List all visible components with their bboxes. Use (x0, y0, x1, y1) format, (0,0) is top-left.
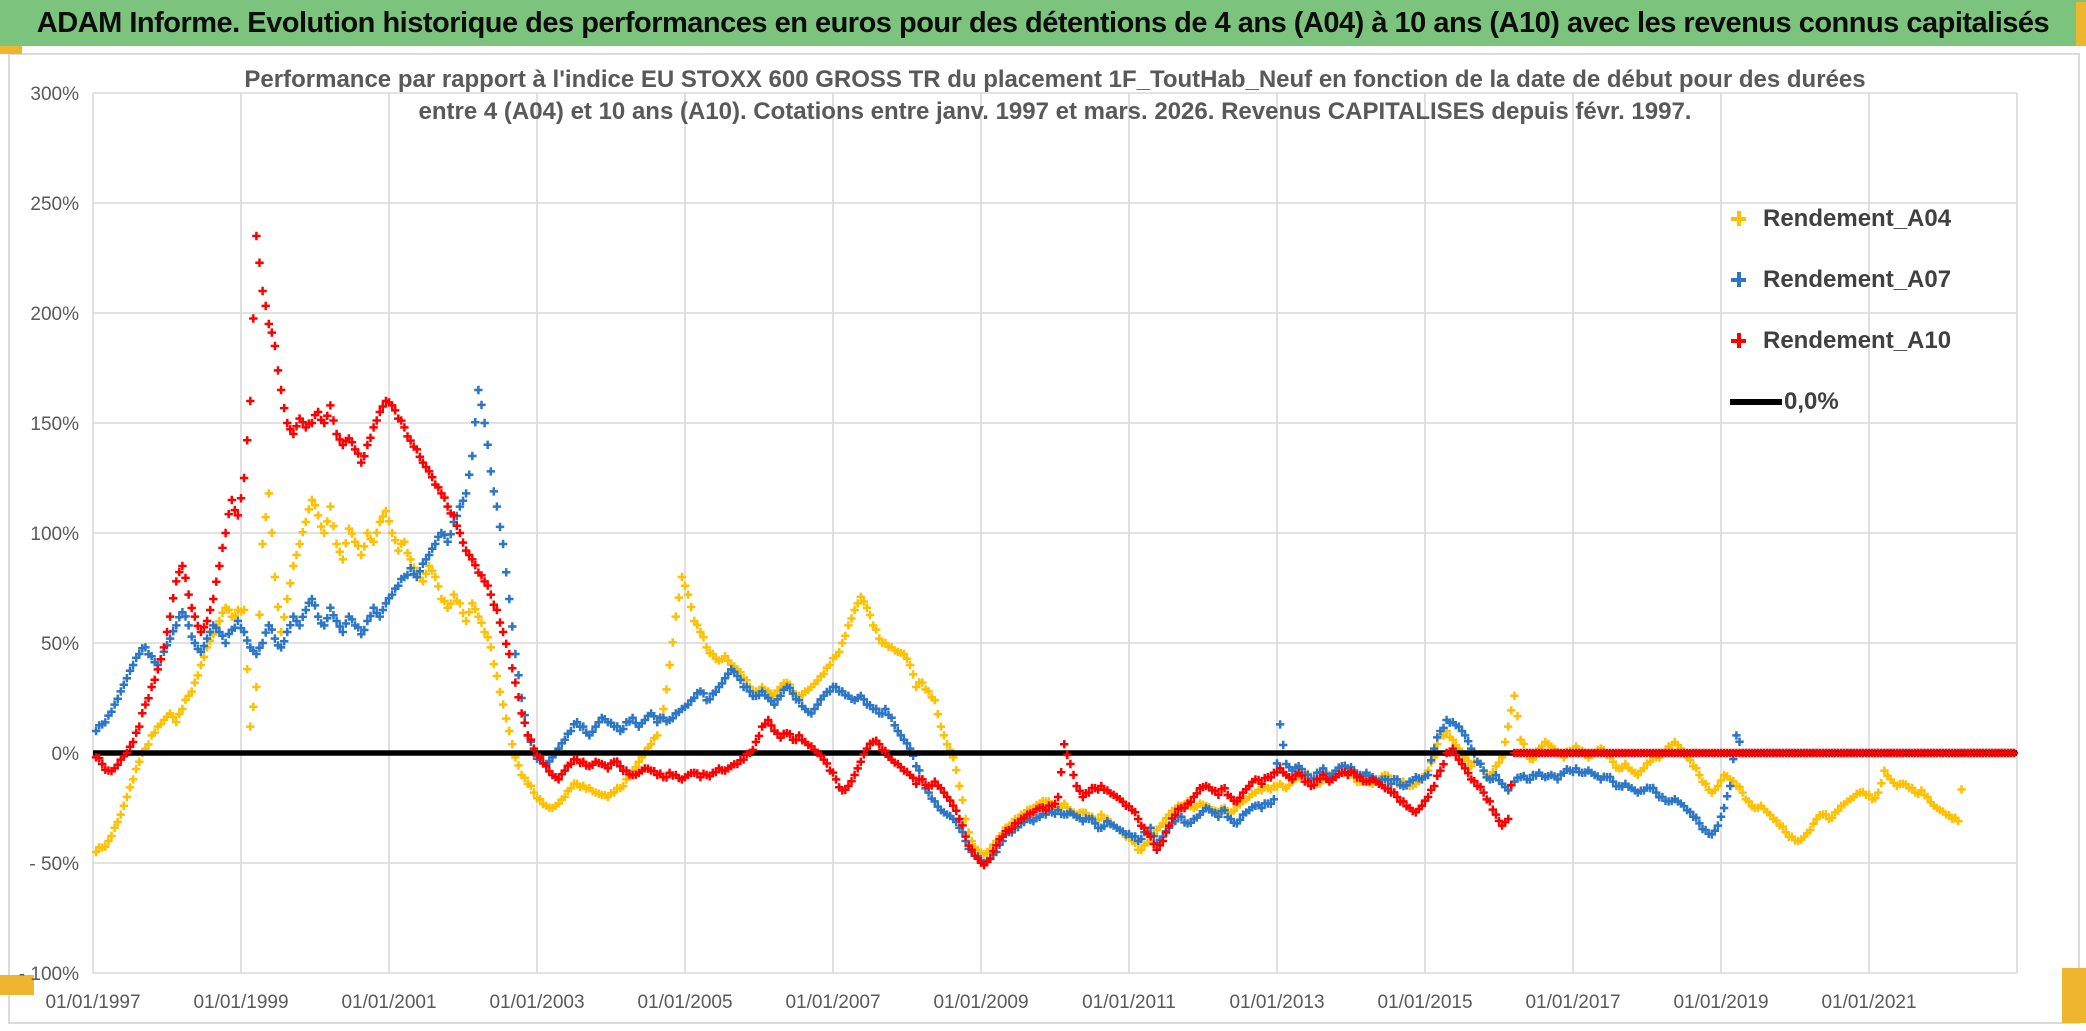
legend-item-rendement_a04[interactable]: Rendement_A04 (1730, 188, 2060, 249)
legend-item-rendement_a10[interactable]: Rendement_A10 (1730, 310, 2060, 371)
gold-corner-bottom-right (2062, 968, 2086, 1023)
x-axis-label-2013: 01/01/2013 (1229, 992, 1324, 1013)
y-axis-label--100: - 100% (19, 964, 79, 985)
chart-title: Performance par rapport à l'indice EU ST… (230, 64, 1880, 128)
x-axis-label-2011: 01/01/2011 (1082, 992, 1176, 1013)
x-axis-label-2009: 01/01/2009 (933, 992, 1028, 1013)
x-axis-label-2017: 01/01/2017 (1525, 992, 1620, 1013)
x-axis-label-1997: 01/01/1997 (45, 992, 140, 1013)
x-axis-label-2007: 01/01/2007 (785, 992, 880, 1013)
chart-legend: Rendement_A04 Rendement_A07 Rendement_A10 0… (1730, 188, 2060, 432)
legend-label: 0,0% (1784, 387, 1839, 415)
x-axis-label-2001: 01/01/2001 (341, 992, 436, 1013)
legend-plus-marker-icon (1730, 210, 1747, 227)
x-axis-label-2015: 01/01/2015 (1377, 992, 1472, 1013)
legend-label: Rendement_A07 (1763, 265, 1952, 293)
legend-item-zero-line[interactable]: 0,0% (1730, 371, 2060, 432)
x-axis-label-2003: 01/01/2003 (489, 992, 584, 1013)
series-rendement-a07 (91, 385, 2019, 868)
y-axis-label-0: 0% (52, 744, 80, 765)
legend-plus-marker-icon (1730, 271, 1747, 288)
legend-label: Rendement_A04 (1763, 204, 1952, 232)
y-axis-label-100: 100% (30, 524, 79, 545)
y-axis-label-200: 200% (30, 304, 79, 325)
chart-title-line1: Performance par rapport à l'indice EU ST… (244, 66, 1866, 93)
y-axis-label-250: 250% (30, 194, 79, 215)
x-axis-label-2019: 01/01/2019 (1673, 992, 1768, 1013)
header-bar: ADAM Informe. Evolution historique des p… (0, 0, 2086, 46)
legend-zero-line-icon (1730, 398, 1782, 405)
y-axis-label-300: 300% (30, 84, 79, 105)
chart-title-line2: entre 4 (A04) et 10 ans (A10). Cotations… (418, 98, 1692, 125)
legend-item-rendement_a07[interactable]: Rendement_A07 (1730, 249, 2060, 310)
x-axis-label-2021: 01/01/2021 (1821, 992, 1916, 1013)
series-rendement-a10 (91, 231, 2019, 870)
x-axis-label-2005: 01/01/2005 (637, 992, 732, 1013)
legend-label: Rendement_A10 (1763, 326, 1952, 354)
page-title: ADAM Informe. Evolution historique des p… (36, 6, 2050, 39)
gold-corner-top-right (2076, 2, 2086, 46)
y-axis-label-150: 150% (30, 414, 79, 435)
gold-corner-bottom-left (0, 975, 34, 995)
y-axis-label-50: 50% (41, 634, 79, 655)
legend-plus-marker-icon (1730, 332, 1747, 349)
x-axis-label-1999: 01/01/1999 (193, 992, 288, 1013)
y-axis-label--50: - 50% (29, 854, 79, 875)
gold-corner-top-left (0, 46, 22, 54)
